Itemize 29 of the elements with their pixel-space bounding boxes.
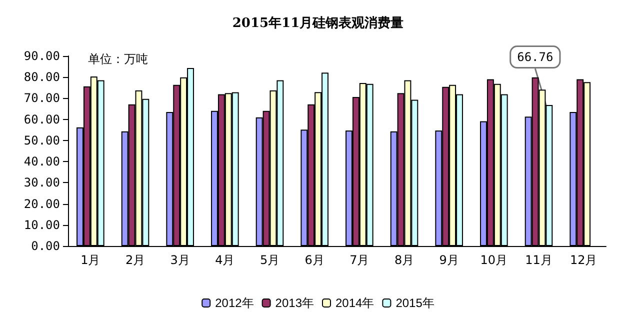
y-tick-label: 40.00 xyxy=(24,154,60,169)
y-tick-label: 90.00 xyxy=(24,49,60,63)
x-tick-label: 8月 xyxy=(394,253,414,267)
y-tick-label: 50.00 xyxy=(24,133,60,148)
legend-label: 2014年 xyxy=(336,296,374,310)
x-tick-label: 1月 xyxy=(80,253,100,267)
y-tick-label: 60.00 xyxy=(24,112,60,126)
legend-label: 2013年 xyxy=(275,296,314,310)
legend-label: 2012年 xyxy=(215,296,254,310)
x-tick-label: 7月 xyxy=(350,253,370,267)
data-label: 66.76 xyxy=(517,50,554,64)
y-tick-label: 20.00 xyxy=(24,196,60,211)
annotation: 单位：万吨 xyxy=(88,52,148,66)
x-tick-label: 3月 xyxy=(170,253,190,267)
x-tick-label: 12月 xyxy=(570,253,598,267)
y-tick-label: 10.00 xyxy=(24,218,60,232)
x-tick-label: 2月 xyxy=(125,253,146,267)
x-tick-label: 4月 xyxy=(215,253,235,267)
x-tick-label: 5月 xyxy=(260,253,280,267)
y-tick-label: 30.00 xyxy=(24,176,60,190)
x-tick-label: 6月 xyxy=(304,253,324,267)
y-tick-label: 0.00 xyxy=(31,239,60,253)
x-tick-label: 10月 xyxy=(480,253,508,267)
x-tick-label: 11月 xyxy=(525,253,552,267)
chart-title: 2015年11月硅钢表观消费量 xyxy=(232,16,404,31)
y-tick-label: 80.00 xyxy=(24,70,60,84)
legend-label: 2015年 xyxy=(396,296,434,310)
x-tick-label: 9月 xyxy=(439,253,459,267)
y-tick-label: 70.00 xyxy=(24,91,60,106)
